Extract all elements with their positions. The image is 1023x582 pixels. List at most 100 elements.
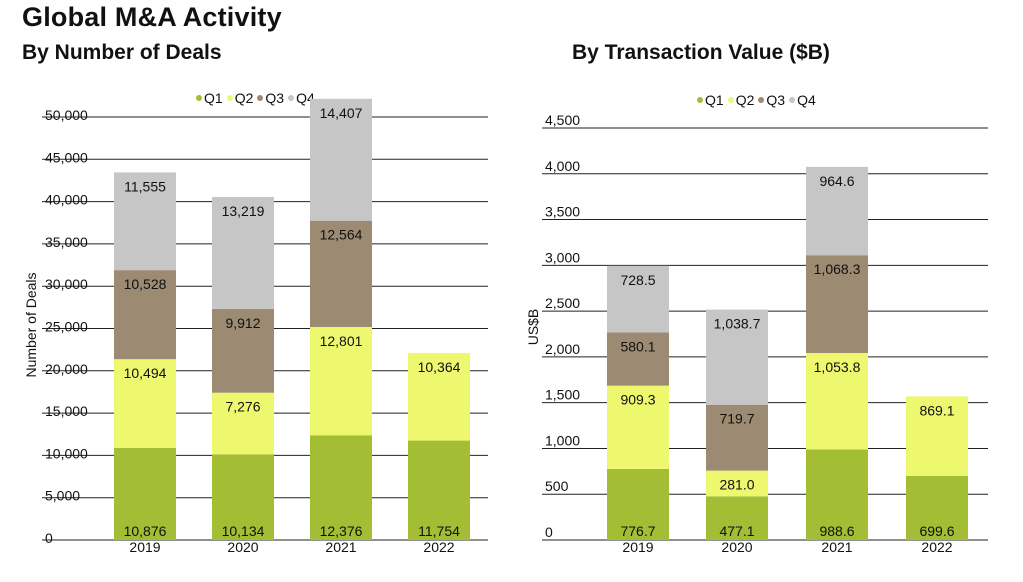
value-bar-2020-q1: [706, 496, 768, 540]
value-bar-2021-q3: [806, 255, 868, 354]
value-y-tick-label: 0: [545, 524, 553, 540]
deals-legend-swatch-q2: [226, 95, 233, 101]
value-y-tick-label: 3,500: [545, 204, 580, 220]
deals-legend-swatch-q4: [288, 95, 295, 101]
deals-data-label-2021-q3: 12,564: [320, 227, 363, 243]
deals-legend-swatch-q3: [257, 95, 264, 101]
deals-bar-2020-q4: [212, 197, 274, 309]
deals-data-label-2019-q1: 10,876: [124, 523, 167, 539]
value-data-label-2021-q2: 1,053.8: [814, 359, 861, 375]
deals-bar-2021-q1: [310, 435, 372, 540]
value-y-tick-label: 1,500: [545, 387, 580, 403]
deals-y-tick-label: 15,000: [45, 403, 88, 419]
value-data-label-2019-q4: 728.5: [620, 272, 655, 288]
value-bar-2019-q1: [607, 468, 669, 540]
deals-bar-2021-q2: [310, 327, 372, 436]
deals-bar-2019-q3: [114, 270, 176, 360]
deals-y-tick-label: 5,000: [45, 488, 80, 504]
deals-bar-2022-q1: [408, 440, 470, 540]
value-legend-swatch-q2: [727, 97, 734, 103]
value-data-label-2021-q4: 964.6: [819, 173, 854, 189]
value-legend-item-q3: Q3: [758, 92, 785, 108]
value-bar-2022-q2: [906, 396, 968, 476]
deals-data-label-2020-q4: 13,219: [222, 203, 265, 219]
deals-y-tick-label: 30,000: [45, 276, 88, 292]
deals-data-label-2021-q2: 12,801: [320, 333, 363, 349]
value-data-label-2021-q3: 1,068.3: [814, 261, 861, 277]
deals-y-tick-label: 0: [45, 530, 53, 546]
deals-bar-2020-q3: [212, 308, 274, 393]
value-data-label-2020-q4: 1,038.7: [714, 316, 761, 332]
deals-y-tick-label: 25,000: [45, 319, 88, 335]
value-y-tick-label: 2,500: [545, 295, 580, 311]
value-data-label-2020-q1: 477.1: [719, 523, 754, 539]
value-bar-2020-q4: [706, 309, 768, 405]
deals-bar-2020-q1: [212, 454, 274, 540]
deals-bar-2019-q1: [114, 447, 176, 540]
value-y-tick-label: 1,000: [545, 432, 580, 448]
value-legend-label-q4: Q4: [797, 92, 816, 108]
value-bar-2021-q2: [806, 353, 868, 450]
deals-data-label-2020-q1: 10,134: [222, 523, 265, 539]
deals-data-label-2020-q3: 9,912: [225, 315, 260, 331]
value-bar-2022-q1: [906, 475, 968, 540]
value-x-tick-label: 2022: [921, 539, 952, 555]
deals-x-tick-label: 2020: [227, 539, 258, 555]
deals-y-tick-label: 50,000: [45, 107, 88, 123]
value-data-label-2020-q3: 719.7: [719, 411, 754, 427]
chart-value-title: By Transaction Value ($B): [572, 41, 830, 64]
page-title: Global M&A Activity: [22, 2, 282, 32]
deals-legend-label-q3: Q3: [265, 90, 285, 106]
deals-legend-label-q2: Q2: [234, 90, 254, 106]
value-y-tick-label: 3,000: [545, 249, 580, 265]
value-legend-swatch-q4: [789, 97, 796, 103]
value-data-label-2019-q1: 776.7: [620, 523, 655, 539]
deals-data-label-2020-q2: 7,276: [225, 399, 260, 415]
deals-legend-item-q2: Q2: [226, 90, 254, 106]
value-bar-2019-q3: [607, 332, 669, 386]
value-legend-swatch-q3: [758, 97, 765, 103]
deals-y-tick-label: 40,000: [45, 192, 88, 208]
value-y-tick-label: 4,500: [545, 112, 580, 128]
value-data-label-2022-q2: 869.1: [919, 402, 954, 418]
deals-y-axis-label: Number of Deals: [23, 272, 39, 377]
deals-data-label-2021-q1: 12,376: [320, 523, 363, 539]
deals-data-label-2022-q2: 10,364: [418, 359, 461, 375]
deals-data-label-2019-q3: 10,528: [124, 276, 167, 292]
deals-x-tick-label: 2021: [325, 539, 356, 555]
deals-x-tick-label: 2022: [423, 539, 454, 555]
value-y-axis-label: US$B: [525, 309, 541, 346]
deals-data-label-2019-q2: 10,494: [124, 365, 167, 381]
value-bar-2021-q4: [806, 166, 868, 256]
deals-y-tick-label: 35,000: [45, 234, 88, 250]
deals-y-tick-label: 10,000: [45, 445, 88, 461]
value-y-tick-label: 4,000: [545, 158, 580, 174]
value-data-label-2019-q3: 580.1: [620, 339, 655, 355]
chart-deals-title: By Number of Deals: [22, 41, 222, 64]
deals-bar-2021-q4: [310, 98, 372, 221]
value-bar-2019-q4: [607, 265, 669, 333]
value-bar-2020-q2: [706, 470, 768, 497]
deals-bar-2021-q3: [310, 220, 372, 328]
value-data-label-2022-q1: 699.6: [919, 523, 954, 539]
deals-bar-2020-q2: [212, 392, 274, 455]
value-legend-item-q1: Q1: [697, 92, 724, 108]
value-legend-label-q3: Q3: [766, 92, 786, 108]
value-bar-2020-q3: [706, 404, 768, 471]
value-x-tick-label: 2020: [721, 539, 752, 555]
deals-x-tick-label: 2019: [129, 539, 160, 555]
value-data-label-2021-q1: 988.6: [819, 523, 854, 539]
value-x-tick-label: 2021: [821, 539, 852, 555]
deals-bar-2019-q2: [114, 359, 176, 448]
value-legend-item-q2: Q2: [727, 92, 755, 108]
value-x-tick-label: 2019: [622, 539, 653, 555]
value-legend-label-q2: Q2: [735, 92, 755, 108]
deals-data-label-2019-q4: 11,555: [124, 178, 166, 194]
deals-legend-item-q1: Q1: [196, 90, 223, 106]
value-bar-2019-q2: [607, 385, 669, 469]
value-y-tick-label: 2,000: [545, 341, 580, 357]
value-data-label-2019-q2: 909.3: [620, 392, 655, 408]
deals-data-label-2021-q4: 14,407: [320, 105, 363, 121]
